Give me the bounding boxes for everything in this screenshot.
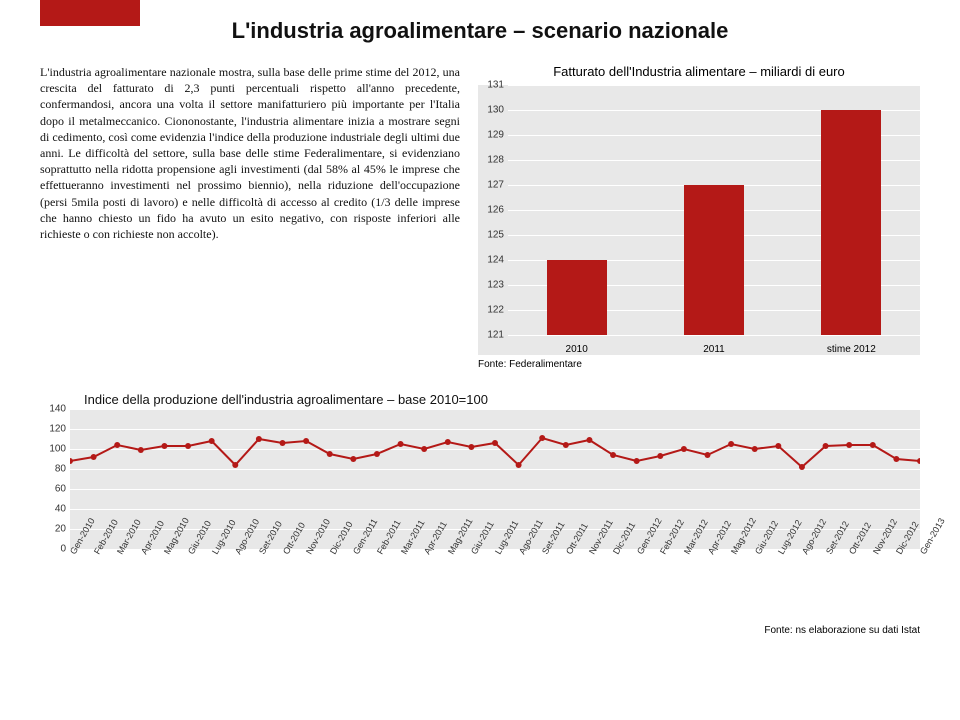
bar-y-tick-label: 125: [478, 230, 504, 241]
page-title: L'industria agroalimentare – scenario na…: [40, 0, 920, 44]
line-marker: [232, 462, 238, 468]
line-marker: [516, 462, 522, 468]
line-marker: [327, 451, 333, 457]
line-marker: [775, 443, 781, 449]
bar-x-tick-label: stime 2012: [811, 344, 891, 355]
line-marker: [823, 443, 829, 449]
line-y-tick-label: 80: [40, 464, 66, 475]
bar: [821, 110, 881, 335]
line-marker: [634, 458, 640, 464]
line-chart-panel: Indice della produzione dell'industria a…: [40, 392, 920, 636]
line-chart-source: Fonte: ns elaborazione su dati Istat: [40, 625, 920, 636]
line-marker: [752, 446, 758, 452]
bar-y-tick-label: 124: [478, 255, 504, 266]
bar-y-tick-label: 122: [478, 305, 504, 316]
line-marker: [256, 436, 262, 442]
line-marker: [70, 458, 73, 464]
line-y-tick-label: 0: [40, 544, 66, 555]
line-y-tick-label: 40: [40, 504, 66, 515]
line-marker: [586, 437, 592, 443]
line-marker: [138, 447, 144, 453]
line-y-tick-label: 140: [40, 404, 66, 415]
line-marker: [563, 442, 569, 448]
line-x-tick-label: Gen-2013: [918, 516, 947, 556]
bar-y-tick-label: 128: [478, 155, 504, 166]
bar-chart-title: Fatturato dell'Industria alimentare – mi…: [478, 64, 920, 79]
bar-chart-source: Fonte: Federalimentare: [478, 359, 920, 370]
line-y-tick-label: 20: [40, 524, 66, 535]
line-marker: [91, 454, 97, 460]
bar-y-tick-label: 126: [478, 205, 504, 216]
line-marker: [799, 464, 805, 470]
line-marker: [398, 441, 404, 447]
bar-chart-panel: Fatturato dell'Industria alimentare – mi…: [478, 64, 920, 370]
line-marker: [846, 442, 852, 448]
line-marker: [705, 452, 711, 458]
line-marker: [161, 443, 167, 449]
line-marker: [421, 446, 427, 452]
line-marker: [445, 439, 451, 445]
bar-x-tick-label: 2010: [537, 344, 617, 355]
line-marker: [870, 442, 876, 448]
line-marker: [610, 452, 616, 458]
line-marker: [303, 438, 309, 444]
line-marker: [374, 451, 380, 457]
line-chart: Gen-2010Feb-2010Mar-2010Apr-2010Mag-2010…: [40, 409, 920, 599]
line-marker: [681, 446, 687, 452]
accent-block: [40, 0, 140, 26]
line-marker: [185, 443, 191, 449]
bar-y-tick-label: 127: [478, 180, 504, 191]
line-marker: [350, 456, 356, 462]
line-marker: [492, 440, 498, 446]
line-marker: [917, 458, 920, 464]
line-marker: [539, 435, 545, 441]
bar: [547, 260, 607, 335]
bar-y-tick-label: 130: [478, 105, 504, 116]
bar-x-tick-label: 2011: [674, 344, 754, 355]
bar-y-tick-label: 131: [478, 80, 504, 91]
body-paragraph: L'industria agroalimentare nazionale mos…: [40, 64, 460, 370]
line-y-tick-label: 60: [40, 484, 66, 495]
bar: [684, 185, 744, 335]
bar-chart: 1211221231241251261271281291301312010201…: [478, 85, 920, 355]
line-marker: [114, 442, 120, 448]
bar-y-tick-label: 123: [478, 280, 504, 291]
bar-y-tick-label: 121: [478, 330, 504, 341]
line-marker: [468, 444, 474, 450]
bar-y-tick-label: 129: [478, 130, 504, 141]
line-marker: [893, 456, 899, 462]
line-chart-title: Indice della produzione dell'industria a…: [84, 392, 920, 407]
line-marker: [728, 441, 734, 447]
line-marker: [280, 440, 286, 446]
line-y-tick-label: 120: [40, 424, 66, 435]
line-marker: [657, 453, 663, 459]
line-marker: [209, 438, 215, 444]
line-y-tick-label: 100: [40, 444, 66, 455]
